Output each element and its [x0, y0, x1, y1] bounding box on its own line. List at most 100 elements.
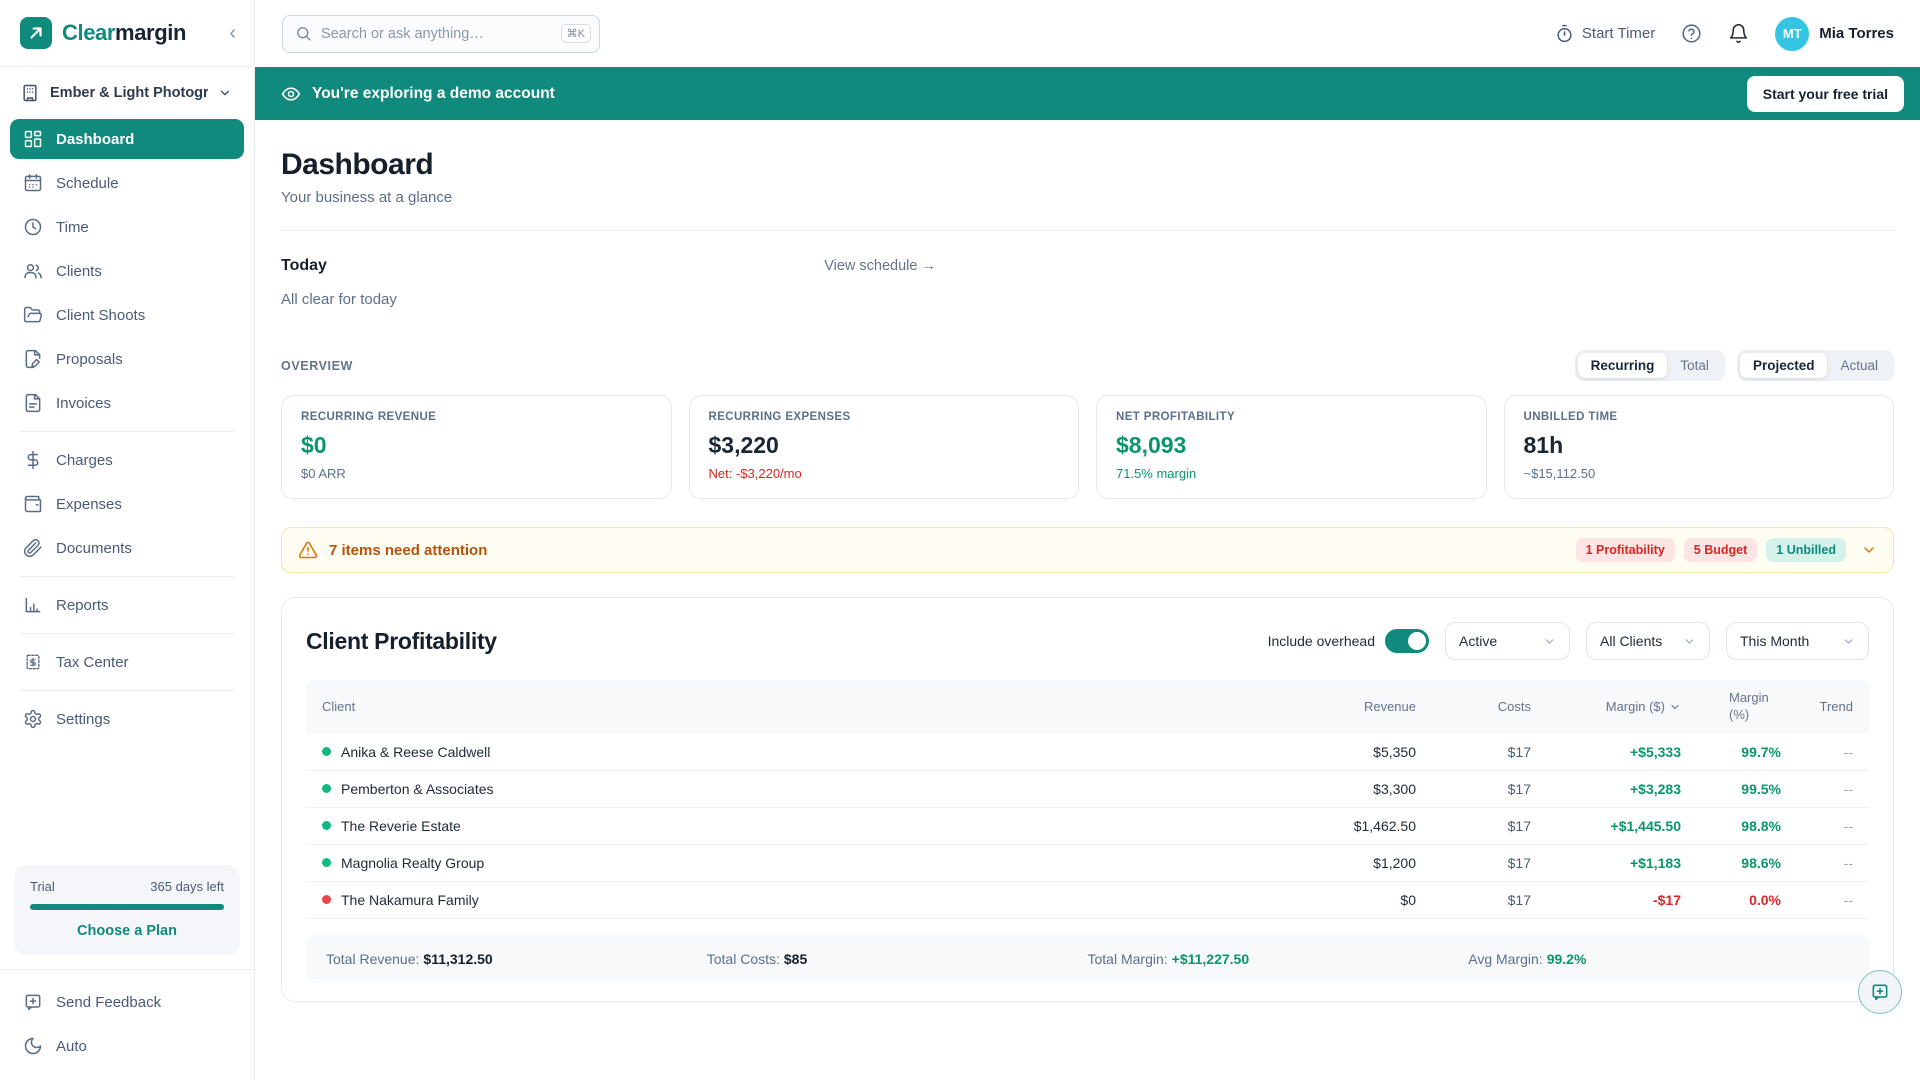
costs-cell: $17 — [1507, 854, 1531, 871]
sidebar-item-documents[interactable]: Documents — [10, 528, 244, 568]
sidebar-item-reports[interactable]: Reports — [10, 585, 244, 625]
card-value: $3,220 — [708, 432, 779, 458]
file-text-icon — [23, 393, 43, 413]
card-recurring-revenue: RECURRING REVENUE $0 $0 ARR — [281, 395, 672, 499]
start-timer-label: Start Timer — [1581, 25, 1656, 42]
toggle-actual[interactable]: Actual — [1827, 353, 1891, 378]
clock-icon — [23, 217, 43, 237]
start-free-trial-button[interactable]: Start your free trial — [1746, 75, 1904, 112]
table-row[interactable]: The Nakamura Family $0 $17 -$17 0.0% -- — [306, 882, 1869, 919]
revenue-cell: $1,200 — [1373, 854, 1416, 871]
sidebar-item-settings[interactable]: Settings — [10, 699, 244, 739]
help-button[interactable] — [1681, 23, 1702, 44]
column-client[interactable]: Client — [322, 699, 356, 715]
page-title: Dashboard — [281, 148, 434, 181]
total-costs-value: $85 — [783, 950, 808, 967]
table-row[interactable]: Pemberton & Associates $3,300 $17 +$3,28… — [306, 771, 1869, 808]
search-shortcut-badge: ⌘K — [560, 24, 591, 43]
column-margin-sorted[interactable]: Margin ($) — [1606, 699, 1681, 714]
chevron-down-icon[interactable] — [1861, 542, 1877, 558]
trial-label: Trial — [30, 879, 55, 894]
status-filter-value: Active — [1459, 633, 1498, 649]
sidebar-collapse-button[interactable]: ‹ — [229, 22, 236, 44]
sidebar-spacer — [0, 743, 254, 865]
margin-pct-cell: 99.5% — [1741, 780, 1781, 797]
avg-margin-value: 99.2% — [1546, 950, 1587, 967]
dollar-icon — [23, 450, 43, 470]
period-filter-select[interactable]: This Month — [1726, 622, 1869, 660]
sidebar-item-time[interactable]: Time — [10, 207, 244, 247]
total-costs-label: Total Costs: — [706, 950, 780, 967]
theme-auto-button[interactable]: Auto — [10, 1026, 244, 1066]
help-circle-icon — [1682, 24, 1701, 43]
sidebar-item-client-shoots[interactable]: Client Shoots — [10, 295, 244, 335]
sidebar-item-charges[interactable]: Charges — [10, 440, 244, 480]
trend-cell: -- — [1843, 780, 1853, 797]
sidebar-item-label: Invoices — [56, 394, 112, 412]
sidebar-item-expenses[interactable]: Expenses — [10, 484, 244, 524]
sidebar-item-invoices[interactable]: Invoices — [10, 383, 244, 423]
table-row[interactable]: Magnolia Realty Group $1,200 $17 +$1,183… — [306, 845, 1869, 882]
feedback-fab-button[interactable] — [1858, 970, 1902, 1014]
period-filter-value: This Month — [1740, 633, 1810, 649]
sidebar-item-tax-center[interactable]: Tax Center — [10, 642, 244, 682]
include-overhead-label: Include overhead — [1267, 633, 1375, 649]
toggle-total[interactable]: Total — [1667, 353, 1722, 378]
clients-filter-select[interactable]: All Clients — [1586, 622, 1710, 660]
sidebar-item-label: Expenses — [56, 495, 122, 513]
status-filter-select[interactable]: Active — [1445, 622, 1570, 660]
search-input[interactable] — [321, 25, 552, 42]
costs-cell: $17 — [1507, 743, 1531, 760]
status-dot-green — [322, 784, 331, 794]
page-subtitle: Your business at a glance — [281, 189, 453, 206]
top-actions: Start Timer MT Mia Torres — [1555, 16, 1894, 51]
client-name: The Nakamura Family — [341, 891, 479, 908]
sidebar-footer: Send Feedback Auto — [0, 969, 254, 1080]
notifications-button[interactable] — [1728, 23, 1749, 44]
badge-budget: 5 Budget — [1683, 538, 1758, 562]
card-value: $0 — [301, 432, 327, 458]
column-trend[interactable]: Trend — [1819, 699, 1853, 715]
table-row[interactable]: The Reverie Estate $1,462.50 $17 +$1,445… — [306, 808, 1869, 845]
choose-plan-link[interactable]: Choose a Plan — [77, 923, 177, 939]
search-input-wrapper[interactable]: ⌘K — [282, 14, 600, 53]
sidebar-item-label: Auto — [56, 1037, 87, 1055]
badge-profitability: 1 Profitability — [1575, 538, 1675, 562]
card-label: RECURRING EXPENSES — [708, 411, 851, 423]
costs-cell: $17 — [1507, 891, 1531, 908]
clearmargin-logo-icon — [20, 17, 52, 49]
send-feedback-button[interactable]: Send Feedback — [10, 982, 244, 1022]
workspace-selector[interactable]: Ember & Light Photograp... — [0, 67, 254, 113]
revenue-cell: $5,350 — [1373, 743, 1416, 760]
overview-header: OVERVIEW Recurring Total Projected Actua… — [281, 350, 1894, 381]
sidebar-item-label: Client Shoots — [56, 306, 146, 324]
users-icon — [23, 261, 43, 281]
costs-cell: $17 — [1507, 817, 1531, 834]
view-schedule-link[interactable]: View schedule → — [824, 258, 936, 274]
margin-pct-cell: 99.7% — [1741, 743, 1781, 760]
trend-cell: -- — [1843, 891, 1853, 908]
start-timer-button[interactable]: Start Timer — [1555, 24, 1655, 43]
sidebar-item-proposals[interactable]: Proposals — [10, 339, 244, 379]
toggle-projected[interactable]: Projected — [1739, 353, 1828, 378]
attention-banner[interactable]: 7 items need attention 1 Profitability 5… — [281, 527, 1894, 573]
table-row[interactable]: Anika & Reese Caldwell $5,350 $17 +$5,33… — [306, 734, 1869, 771]
gear-icon — [23, 709, 43, 729]
toggle-recurring[interactable]: Recurring — [1577, 353, 1668, 378]
eye-icon — [281, 84, 301, 104]
bell-icon — [1730, 24, 1748, 44]
today-empty-state: All clear for today — [281, 291, 397, 308]
column-margin-pct[interactable]: Margin (%) — [1729, 690, 1769, 722]
sidebar-item-dashboard[interactable]: Dashboard — [10, 119, 244, 159]
sidebar-nav: Dashboard Schedule Time Clients Client S… — [0, 113, 254, 743]
receipt-icon — [23, 652, 43, 672]
overview-cards: RECURRING REVENUE $0 $0 ARR RECURRING EX… — [281, 395, 1894, 499]
card-label: UNBILLED TIME — [1523, 411, 1618, 423]
include-overhead-toggle[interactable] — [1385, 629, 1429, 653]
user-menu[interactable]: MT Mia Torres — [1775, 16, 1894, 51]
message-plus-icon — [1870, 982, 1890, 1002]
column-revenue[interactable]: Revenue — [1363, 699, 1416, 715]
column-costs[interactable]: Costs — [1497, 699, 1531, 715]
sidebar-item-clients[interactable]: Clients — [10, 251, 244, 291]
sidebar-item-schedule[interactable]: Schedule — [10, 163, 244, 203]
